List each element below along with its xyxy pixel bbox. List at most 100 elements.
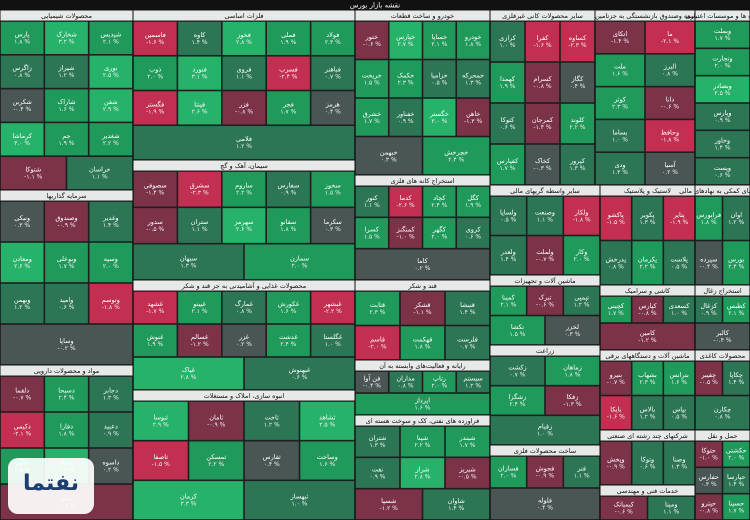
stock-change: ۲.۲ % [103,140,119,147]
stock-name: فلامی [236,135,252,143]
stock-name: شفن [104,98,118,106]
stock-tile [355,426,400,458]
stock-change: -۱.۸ % [661,136,679,143]
stock-name: ثامان [209,413,223,421]
stock-tile [490,385,545,416]
stock-change: ۰.۶ % [465,234,481,241]
stock-tile [388,217,423,249]
stock-change: ۲.۶ % [14,263,30,270]
sector-header [600,350,695,361]
stock-change: ۳.۲ % [59,38,75,45]
sector-header [355,280,490,291]
stock-change: ۰.۶ % [59,304,75,311]
stock-name: شاراک [57,98,75,106]
stock-tile [355,21,389,60]
stock-tile [133,480,244,520]
stock-name: سکرما [324,218,342,226]
stock-change: -۰.۹ % [536,473,554,480]
stock-change: ۱.۲ % [465,383,481,390]
stock-change: ۲.۲ % [236,190,252,197]
stock-name: شخارک [56,30,77,38]
sector-header [600,285,695,296]
stock-tile [310,21,355,56]
sector-name: سرمایه گذاریها [46,192,86,200]
stock-name: زقیام [538,423,552,431]
stock-change: ۱.۶ % [671,379,687,386]
stock-tile [490,196,527,236]
sector-name: استخراج کانه های فلزی [391,177,455,185]
stock-name: وغدیر [102,214,118,222]
stock-name: تبرک [538,293,551,301]
sector-header [695,185,750,196]
stock-change: ۲.۰ % [431,234,447,241]
stock-tile [695,395,750,430]
stock-change: ۱.۰ % [500,42,516,49]
stock-change: ۲.۵ % [103,72,119,79]
stock-tile [663,196,695,241]
stock-name: قشکر [413,301,430,309]
stock-change: ۰.۹ % [398,118,414,125]
stock-tile [388,21,423,60]
stock-tile [631,196,664,241]
stock-change: ۱.۷ % [715,35,731,42]
sector-header [490,185,600,196]
stock-name: خراسان [89,166,111,174]
stock-tile [400,426,445,458]
stock-change: ۱.۱ % [537,216,553,223]
sector-header [600,430,695,441]
stock-name: فجر [282,100,294,108]
stock-change: ۰.۳ % [14,222,30,229]
stock-change: ۰.۶ % [292,374,308,381]
stock-name: حفارس [699,473,719,481]
stock-tile [222,171,267,208]
stock-change: ۱.۲ % [574,301,590,308]
stock-name: کمنگنز [396,226,416,234]
stock-name: کطبس [727,302,747,310]
sector-name: ماشین آلات و دستگاههای برقی [605,351,689,360]
stock-name: غگلستا [323,333,342,341]
stock-change: ۱.۳ % [612,169,628,176]
stock-change: -۱.۹ % [670,219,688,226]
stock-name: دسبحا [58,387,75,395]
stock-tile [177,207,222,244]
stock-change: ۰.۲ % [662,169,678,176]
stock-name: کمرجان [532,116,554,124]
stock-tile [88,412,133,448]
stock-change: ۰.۶ % [500,124,516,131]
stock-tile [445,325,490,360]
stock-name: پدرخش [605,255,626,263]
stock-name: سبهان [180,254,197,262]
sector-header [355,415,490,426]
watermark-text: نفتما [23,471,79,496]
stock-tile [695,361,723,396]
stock-name: هرمز [325,100,341,108]
stock-tile [663,441,695,485]
stock-name: شبندر [459,434,476,442]
stock-name: خساپا [432,33,448,41]
sector-name: مواد و محصولات دارویی [34,367,100,375]
stock-name: کلوند [571,116,586,124]
stock-change: -۲.۳ % [568,42,586,49]
stock-change: ۱.۱ % [574,473,590,480]
stock-change: ۰.۲ % [415,265,431,272]
stock-name: نفت [372,466,384,474]
stock-tile [560,103,595,144]
stock-change: -۱.۵ % [607,219,625,226]
sector-header [133,280,355,291]
stock-tile [299,440,355,481]
stock-change: ۱.۳ % [181,262,197,269]
sector-header [355,10,490,21]
stock-name: سصوفی [144,182,167,190]
stock-tile [600,441,632,485]
stock-change: ۱.۰ % [671,310,687,317]
stock-name: کسعدی [669,302,690,310]
stock-change: ۱.۵ % [325,190,341,197]
stock-name: ستران [191,218,209,226]
stock-change: ۱.۸ % [465,41,481,48]
